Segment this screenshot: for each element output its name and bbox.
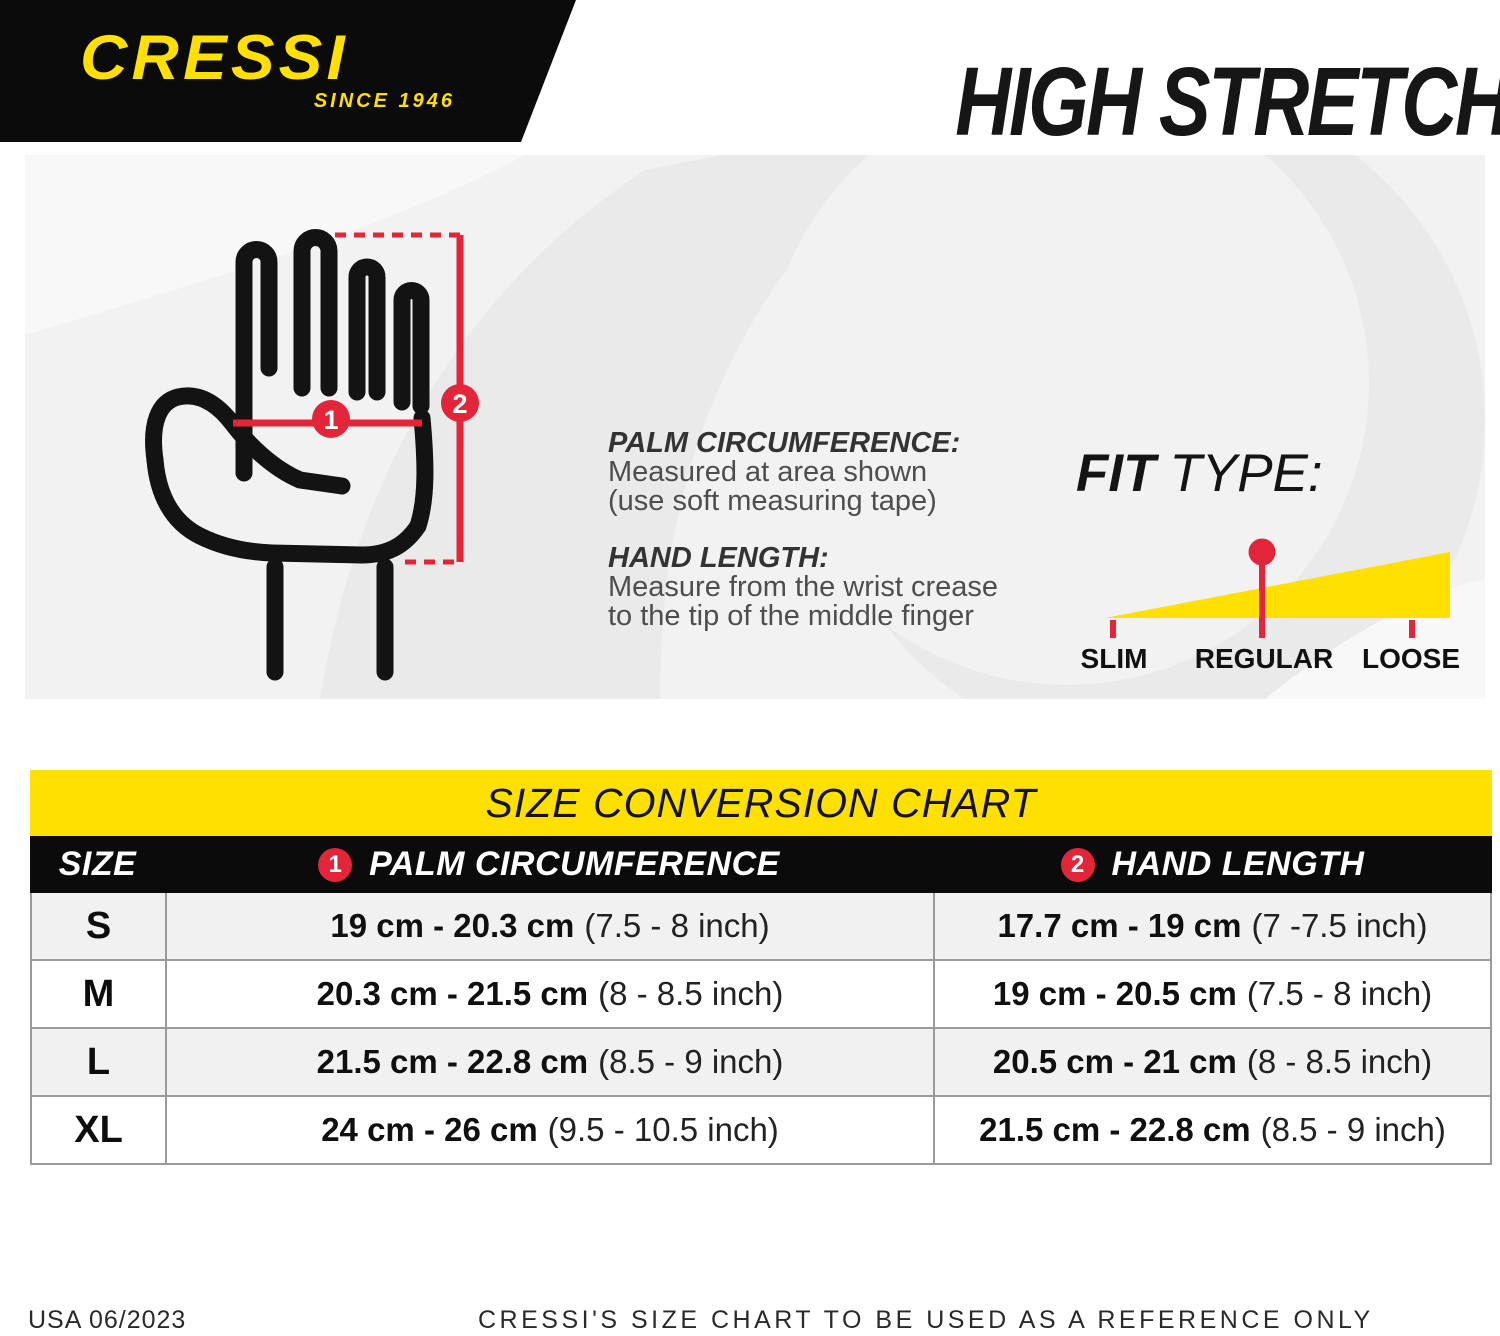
pinky-finger-outline <box>393 282 430 415</box>
hand-length-heading: HAND LENGTH: <box>608 542 829 574</box>
hand-cell: 17.7 cm - 19 cm (7 -7.5 inch) <box>997 907 1428 944</box>
size-cell: L <box>32 1029 167 1095</box>
footer-region-date: USA 06/2023 <box>28 1306 187 1334</box>
table-title-band: SIZE CONVERSION CHART <box>30 770 1492 836</box>
measurement-instructions: PALM CIRCUMFERENCE: Measured at area sho… <box>608 429 1028 631</box>
fit-label-regular: REGULAR <box>1194 643 1334 674</box>
fit-type-heading-bold: FIT <box>1076 444 1156 503</box>
fit-tick-slim <box>1110 620 1116 638</box>
fit-tick-loose <box>1409 620 1415 638</box>
watermark-swoosh-graphic <box>25 155 1485 699</box>
table-title: SIZE CONVERSION CHART <box>485 779 1037 826</box>
hand-cell: 19 cm - 20.5 cm (7.5 - 8 inch) <box>992 975 1433 1012</box>
hand-measurement-diagram: 1 2 <box>145 229 479 681</box>
size-cell: XL <box>32 1097 167 1163</box>
marker-2-icon <box>441 384 479 422</box>
page-title: HIGH STRETCH <box>954 47 1500 156</box>
footer-disclaimer: CRESSI'S SIZE CHART TO BE USED AS A REFE… <box>478 1306 1374 1334</box>
column-header-hand-length: 2 HAND LENGTH <box>933 836 1492 893</box>
marker-2-icon: 2 <box>1060 847 1095 882</box>
index-finger-outline <box>235 241 278 482</box>
fit-type-heading: FIT TYPE: <box>1076 443 1323 504</box>
table-header-row: SIZE 1 PALM CIRCUMFERENCE 2 HAND LENGTH <box>30 836 1492 893</box>
fit-type-heading-rest: TYPE: <box>1169 444 1323 503</box>
palm-bottom-outline <box>146 451 427 564</box>
hand-cell: 21.5 cm - 22.8 cm (8.5 - 9 inch) <box>979 1111 1446 1148</box>
cressi-logo-since: SINCE 1946 <box>313 90 455 112</box>
fit-indicator-stem <box>1259 556 1265 638</box>
palm-cell: 21.5 cm - 22.8 cm (8.5 - 9 inch) <box>167 1029 935 1095</box>
cressi-logo: CRESSI SINCE 1946 <box>0 0 576 142</box>
table-row-m: M 20.3 cm - 21.5 cm (8 - 8.5 inch) 19 cm… <box>32 961 1490 1029</box>
size-cell: M <box>32 961 167 1027</box>
hand-instruction-line1: Measure from the wrist crease <box>608 571 999 603</box>
instructions-spacer <box>608 516 1028 544</box>
hand-instruction-line2: to the tip of the middle finger <box>608 600 974 632</box>
fit-label-slim: SLIM <box>1080 643 1148 674</box>
column-header-palm-circumference: 1 PALM CIRCUMFERENCE <box>165 836 933 893</box>
size-cell: S <box>32 893 167 959</box>
size-conversion-table: SIZE CONVERSION CHART SIZE 1 PALM CIRCUM… <box>30 770 1492 1165</box>
cressi-logo-wordmark: CRESSI <box>80 23 349 93</box>
fit-scale-graphic <box>1105 538 1450 638</box>
fit-label-loose: LOOSE <box>1361 643 1461 674</box>
palm-cell: 20.3 cm - 21.5 cm (8 - 8.5 inch) <box>167 961 935 1027</box>
marker-1-number: 1 <box>323 405 338 435</box>
palm-circumference-heading: PALM CIRCUMFERENCE: <box>608 427 961 459</box>
palm-cell: 24 cm - 26 cm (9.5 - 10.5 inch) <box>167 1097 935 1163</box>
marker-1-icon: 1 <box>318 847 353 882</box>
fit-scale-wedge <box>1105 552 1450 618</box>
palm-instruction-line2: (use soft measuring tape) <box>608 485 937 517</box>
palm-right-outline <box>409 409 434 535</box>
table-row-s: S 19 cm - 20.3 cm (7.5 - 8 inch) 17.7 cm… <box>32 893 1490 961</box>
palm-cell: 19 cm - 20.3 cm (7.5 - 8 inch) <box>167 893 935 959</box>
fit-indicator-pin <box>1248 538 1276 566</box>
marker-2-number: 2 <box>452 389 467 419</box>
marker-1-icon <box>312 400 350 438</box>
ring-finger-outline <box>348 258 386 401</box>
column-header-size: SIZE <box>58 845 137 883</box>
table-row-l: L 21.5 cm - 22.8 cm (8.5 - 9 inch) 20.5 … <box>32 1029 1490 1097</box>
table-body: S 19 cm - 20.3 cm (7.5 - 8 inch) 17.7 cm… <box>30 893 1492 1165</box>
thumb-outline <box>145 387 351 495</box>
middle-finger-outline <box>293 229 338 397</box>
hand-cell: 20.5 cm - 21 cm (8 - 8.5 inch) <box>992 1043 1433 1080</box>
measurement-panel: 1 2 PALM CIRCUMFERENCE: Measured at area… <box>25 155 1485 699</box>
palm-instruction-line1: Measured at area shown <box>608 456 928 488</box>
table-row-xl: XL 24 cm - 26 cm (9.5 - 10.5 inch) 21.5 … <box>32 1097 1490 1163</box>
